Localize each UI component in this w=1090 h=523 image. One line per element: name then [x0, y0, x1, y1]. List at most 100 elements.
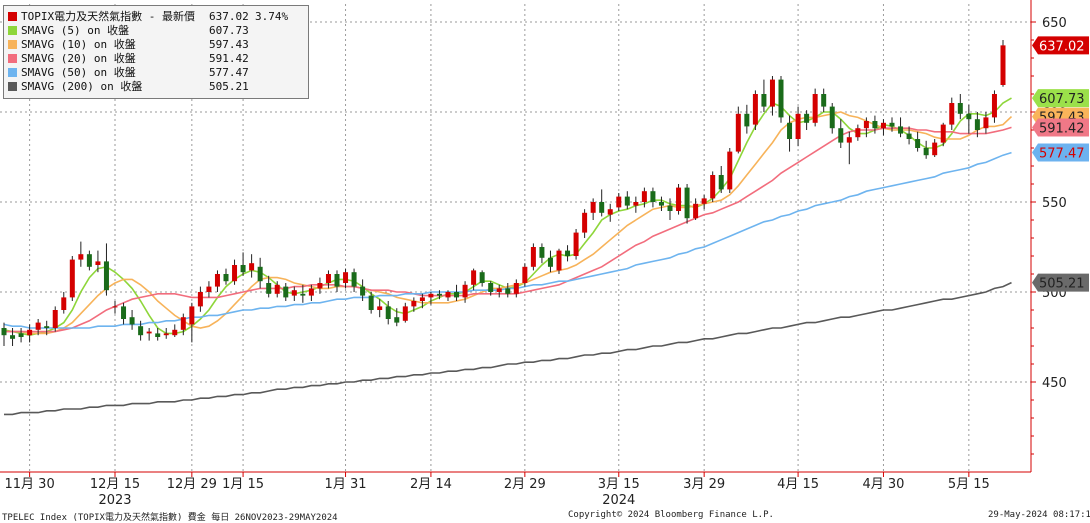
candle-body	[513, 283, 519, 294]
candle-body	[377, 306, 383, 310]
candle-body	[889, 122, 895, 127]
candle-body	[915, 139, 921, 148]
date-axis: 11月 30 12月 15 12月 29 1月 15 1月 31 2月 14 2月 29 3月…	[0, 471, 1031, 508]
candle-body	[641, 191, 647, 202]
axis-value-tag-bg	[1032, 89, 1089, 108]
candle-body	[214, 274, 220, 287]
legend-row-sma5: SMAVG (5) on 收盤 607.73	[8, 24, 249, 38]
candle-body	[454, 292, 460, 298]
date-tick-label: 3月 15	[598, 477, 640, 492]
price-tick-label: 650	[1042, 16, 1067, 31]
year-label: 2023	[98, 493, 131, 508]
candle-body	[667, 205, 673, 211]
candle-body	[744, 113, 750, 127]
candle-body	[898, 126, 904, 134]
legend-swatch	[8, 26, 17, 35]
date-tick-label: 3月 29	[683, 477, 725, 492]
candle-body	[855, 128, 861, 138]
legend-row-sma50: SMAVG (50) on 收盤 577.47	[8, 66, 249, 80]
candle-body	[821, 94, 827, 107]
candle-body	[232, 265, 238, 282]
candle-body	[863, 121, 869, 129]
candle-body	[650, 191, 656, 202]
candle-body	[693, 203, 699, 219]
candle-body	[1, 328, 7, 336]
date-tick-label: 1月 15	[222, 477, 264, 492]
date-tick-label: 12月 15	[90, 477, 140, 492]
candle-body	[735, 113, 741, 152]
candle-body	[274, 284, 280, 294]
candle-body	[539, 247, 545, 258]
axis-value-tag-text: 505.21	[1039, 277, 1085, 292]
candle-body	[317, 283, 323, 289]
candlesticks	[1, 40, 1006, 346]
candle-body	[991, 94, 997, 118]
legend-swatch	[8, 40, 17, 49]
legend-row-sma20: SMAVG (20) on 收盤 591.42	[8, 52, 249, 66]
candle-body	[155, 333, 161, 337]
price-axis: 450500550600650	[1030, 0, 1067, 472]
legend-name: SMAVG (20) on 收盤	[21, 52, 136, 65]
candle-body	[35, 322, 41, 330]
date-tick-label: 2月 29	[504, 477, 546, 492]
legend-pct-change: 3.74%	[255, 10, 289, 23]
candle-body	[949, 103, 955, 125]
footer-source: TPELEC Index (TOPIX電力及天然氣指數) 費金 每日 26NOV…	[2, 513, 338, 523]
candle-body	[590, 202, 596, 213]
candle-body	[505, 288, 511, 294]
ma-line	[4, 281, 1012, 416]
axis-value-tag-text: 637.02	[1039, 39, 1085, 54]
candle-body	[599, 202, 605, 213]
legend-row-sma10: SMAVG (10) on 收盤 597.43	[8, 38, 249, 52]
axis-value-tag: 607.73	[1032, 89, 1089, 108]
candle-body	[52, 310, 58, 328]
candle-body	[932, 142, 938, 156]
candle-body	[368, 295, 374, 310]
axis-value-tag: 505.21	[1032, 273, 1089, 292]
legend-row-sma200: SMAVG (200) on 收盤 505.21	[8, 80, 249, 94]
candle-body	[940, 124, 946, 143]
candle-body	[616, 196, 622, 208]
candle-body	[556, 250, 562, 271]
candle-body	[727, 151, 733, 190]
candle-body	[795, 113, 801, 139]
candle-body	[582, 212, 588, 233]
date-tick-label: 11月 30	[5, 477, 55, 492]
candle-body	[138, 326, 144, 336]
axis-value-tag-bg	[1032, 273, 1089, 292]
candle-body	[411, 301, 417, 307]
candle-body	[121, 306, 127, 319]
candle-body	[496, 288, 502, 292]
candle-body	[351, 272, 357, 287]
axis-value-tag-text: 577.47	[1039, 147, 1085, 162]
legend-row-price: TOPIX電力及天然氣指數 - 最新價 637.02 3.74%	[8, 10, 288, 24]
candle-body	[846, 137, 852, 143]
candle-body	[129, 317, 135, 325]
candle-body	[112, 306, 118, 308]
candle-body	[172, 329, 178, 336]
candle-body	[838, 128, 844, 143]
axis-value-tag: 591.42	[1032, 118, 1089, 137]
candle-body	[240, 265, 246, 273]
candle-body	[974, 119, 980, 130]
candle-body	[206, 286, 212, 292]
candle-body	[78, 254, 84, 260]
candle-body	[419, 297, 425, 301]
legend-value: 597.43	[209, 38, 249, 51]
axis-value-tag: 637.02	[1032, 36, 1089, 55]
candle-body	[69, 259, 75, 298]
candle-body	[146, 331, 152, 334]
date-tick-label: 4月 30	[862, 477, 904, 492]
date-tick-label: 4月 15	[777, 477, 819, 492]
footer-timestamp: 29-May-2024 08:17:11	[988, 510, 1090, 520]
candle-body	[804, 113, 810, 123]
legend-name: SMAVG (50) on 收盤	[21, 66, 136, 79]
candle-body	[61, 297, 67, 310]
axis-value-tag-bg	[1032, 143, 1089, 162]
candle-body	[880, 122, 886, 129]
candle-body	[86, 254, 92, 267]
candle-body	[1000, 45, 1006, 85]
candle-body	[428, 293, 434, 298]
